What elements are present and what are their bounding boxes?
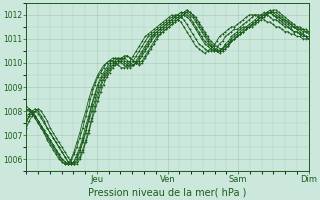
X-axis label: Pression niveau de la mer( hPa ): Pression niveau de la mer( hPa ) <box>88 187 247 197</box>
